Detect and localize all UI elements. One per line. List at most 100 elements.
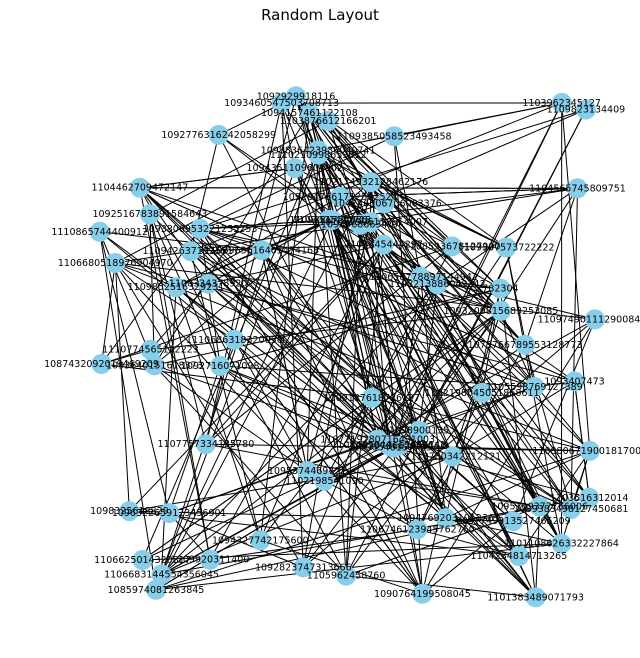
graph-edge (115, 167, 296, 264)
graph-edge (199, 228, 421, 278)
graph-edge (169, 512, 304, 568)
graph-node (374, 193, 395, 214)
graph-edge (199, 109, 587, 230)
graph-edge (150, 310, 501, 351)
graph-node (195, 434, 216, 455)
graph-node (490, 300, 511, 321)
graph-edge (129, 510, 519, 557)
node-label: 1109307573722222 (458, 243, 555, 254)
graph-edge (331, 219, 373, 398)
graph-node (89, 221, 110, 242)
node-label: 1092847661712512524 (283, 192, 398, 203)
graph-edge (155, 446, 393, 591)
graph-edge (101, 262, 116, 365)
label-layer: 1092776316242058299110474630670600337610… (44, 91, 640, 603)
graph-edge (199, 228, 262, 251)
graph-edge (219, 365, 520, 557)
graph-node (515, 334, 536, 355)
graph-node (159, 503, 180, 523)
node-label: 1104565745809751 (529, 183, 626, 194)
graph-node (442, 236, 463, 257)
graph-edge (190, 251, 261, 541)
graph-node (139, 204, 160, 225)
graph-node (409, 420, 429, 441)
graph-node (472, 382, 493, 403)
graph-edge (220, 288, 501, 367)
graph-edge (397, 445, 423, 594)
graph-edge (346, 575, 536, 598)
graph-edge (418, 109, 587, 431)
graph-edge (359, 224, 537, 598)
graph-edge (359, 224, 390, 446)
graph-node (318, 111, 339, 131)
node-label: 1108213886049342 (389, 279, 486, 290)
node-label: 1105598769127389 (486, 382, 583, 393)
node-label: 1093640151618373 (106, 360, 203, 371)
graph-edge (139, 167, 295, 189)
node-label: 1110210998653612 (270, 150, 367, 161)
graph-node (297, 461, 318, 481)
graph-node (367, 429, 388, 450)
graph-edge (418, 284, 438, 431)
graph-edge (317, 150, 371, 223)
node-label: 1092716071098 (181, 361, 260, 372)
graph-node (508, 546, 529, 566)
graph-edge (370, 181, 507, 248)
node-label: 1094769203101236 (397, 513, 494, 524)
graph-edge (309, 112, 501, 289)
graph-edge (452, 380, 575, 457)
node-label: 1109852516329231 (128, 282, 225, 293)
node-label: 1087432092019469209 (44, 359, 159, 370)
node-label: 1098325618829 (90, 506, 169, 517)
graph-edge (570, 188, 578, 510)
node-label: 1103001420713 (293, 215, 372, 226)
graph-node (224, 329, 245, 350)
graph-edge (371, 310, 502, 399)
node-label: 1096322659123456901 (112, 508, 227, 519)
node-label: 1092516783891584643 (92, 209, 207, 220)
node-label: 1075766789553128773 (468, 340, 583, 351)
graph-node (129, 177, 150, 198)
node-label: 1092823747313666 (255, 562, 352, 573)
node-label: 1103516312014 (550, 493, 629, 504)
graph-edge (317, 149, 507, 248)
graph-edge (205, 443, 540, 508)
graph-node (435, 508, 456, 529)
graph-edge (328, 219, 572, 510)
graph-node (350, 214, 371, 235)
graph-edge (218, 134, 379, 440)
node-label: 1105962458760 (307, 571, 386, 582)
graph-node (496, 237, 517, 258)
node-label: 1103876612166201 (280, 116, 377, 127)
graph-node (293, 557, 314, 578)
graph-node (579, 487, 600, 508)
graph-node (561, 499, 581, 519)
graph-edge (175, 287, 261, 541)
graph-node (575, 99, 596, 120)
graph-edge (302, 182, 372, 568)
graph-node (336, 565, 357, 586)
node-label: 1093460547503708713 (224, 98, 339, 109)
graph-node (190, 218, 210, 239)
graph-edge (175, 286, 389, 446)
graph-edge (199, 219, 329, 230)
graph-edge (259, 244, 385, 541)
graph-edge (392, 447, 447, 519)
graph-edge (115, 262, 590, 452)
graph-edge (220, 365, 453, 457)
graph-edge (114, 262, 130, 512)
graph-node (284, 158, 305, 179)
graph-node (442, 446, 463, 467)
node-label: 1104462709472147 (92, 183, 189, 194)
graph-node (382, 437, 403, 458)
graph-edge (317, 154, 572, 510)
graph-edge (307, 470, 540, 508)
graph-node (286, 86, 306, 107)
graph-edge (169, 439, 378, 514)
graph-edge (154, 288, 501, 366)
graph-node (373, 234, 394, 255)
node-label: 1103962345127 (522, 98, 601, 109)
graph-edge (218, 134, 438, 285)
graph-node (525, 587, 546, 608)
node-label: 1106625014320317 (94, 555, 191, 566)
